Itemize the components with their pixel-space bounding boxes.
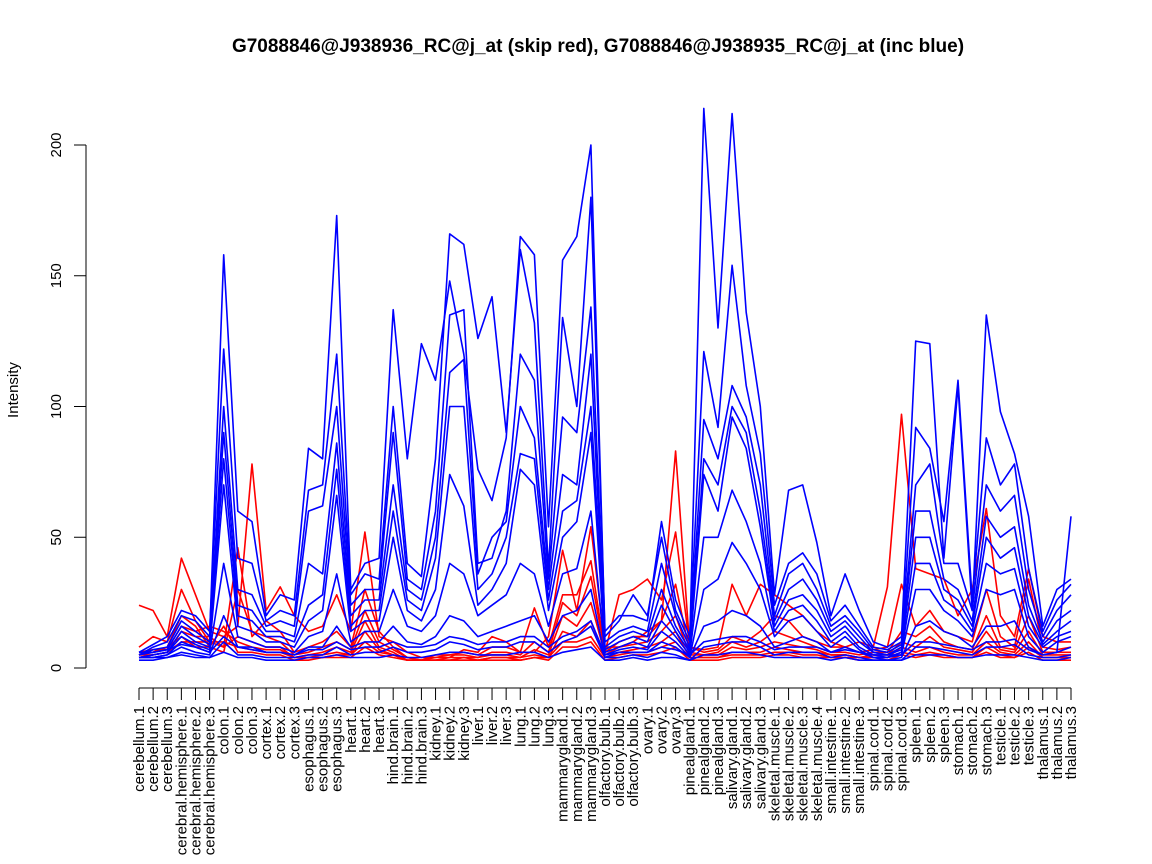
x-tick-label: thalamus.3 [1063, 706, 1080, 779]
x-tick-label: esophagus.1 [301, 706, 318, 792]
x-tick-label: skeletal.muscle.3 [795, 706, 812, 821]
x-tick-label: liver.3 [498, 706, 515, 745]
y-axis-label: Intensity [5, 362, 22, 418]
x-tick-label: mammarygland.1 [555, 706, 572, 822]
series-line-inc-16 [139, 625, 1072, 662]
x-tick-label: cerebral.hemisphere.1 [173, 706, 190, 855]
x-tick-label: heart.3 [371, 706, 388, 753]
x-tick-label: pinealgland.2 [696, 706, 713, 795]
x-tick-label: cortex.1 [258, 706, 275, 759]
x-axis: cerebellum.1cerebellum.2cerebellum.3cere… [131, 687, 1080, 855]
x-tick-label: thalamus.2 [1049, 706, 1066, 779]
x-tick-label: olfactory.bulb.1 [597, 706, 614, 807]
x-tick-label: testicle.3 [1021, 706, 1038, 765]
x-tick-label: skeletal.muscle.1 [767, 706, 784, 821]
x-tick-label: spleen.1 [908, 706, 925, 763]
x-tick-label: mammarygland.3 [583, 706, 600, 822]
series-line-inc-17 [139, 646, 1072, 662]
x-tick-label: liver.2 [484, 706, 501, 745]
y-tick-label: 100 [48, 394, 65, 419]
series-line-inc-9 [138, 196, 1072, 654]
x-tick-label: stomach.1 [950, 706, 967, 775]
x-tick-label: kidney.2 [442, 706, 459, 761]
x-tick-label: olfactory.bulb.2 [611, 706, 628, 807]
x-tick-label: cerebellum.1 [131, 706, 148, 792]
x-tick-label: spinal.cord.1 [865, 706, 882, 791]
x-tick-label: liver.1 [470, 706, 487, 745]
y-axis: 0 50 100 150 200 [48, 132, 87, 672]
x-tick-label: salivary.gland.2 [738, 706, 755, 809]
x-tick-label: esophagus.3 [329, 706, 346, 792]
x-tick-label: hind.brain.2 [399, 706, 416, 784]
x-tick-label: heart.1 [343, 706, 360, 753]
x-tick-label: lung.3 [541, 706, 558, 747]
series-line-inc-18 [139, 516, 1072, 656]
x-tick-label: olfactory.bulb.3 [625, 706, 642, 807]
x-tick-label: spinal.cord.3 [894, 706, 911, 791]
x-tick-label: thalamus.1 [1035, 706, 1052, 779]
x-tick-label: ovary.1 [639, 706, 656, 754]
x-tick-label: spleen.3 [936, 706, 953, 763]
x-tick-label: testicle.2 [1007, 706, 1024, 765]
x-tick-label: skeletal.muscle.2 [781, 706, 798, 821]
x-tick-label: pinealgland.3 [710, 706, 727, 795]
x-tick-label: kidney.1 [428, 706, 445, 761]
chart-title: G7088846@J938936_RC@j_at (skip red), G70… [232, 36, 964, 57]
x-tick-label: lung.2 [526, 706, 543, 747]
x-tick-label: cerebellum.2 [145, 706, 162, 792]
series-line-inc-8 [138, 107, 1072, 656]
x-tick-label: ovary.3 [668, 706, 685, 754]
x-tick-label: spinal.cord.2 [879, 706, 896, 791]
x-tick-label: cerebral.hemisphere.3 [202, 706, 219, 855]
y-tick-label: 50 [48, 529, 65, 546]
x-tick-label: colon.1 [216, 706, 233, 754]
x-tick-label: cortex.2 [272, 706, 289, 759]
plot-lines [138, 107, 1072, 662]
x-tick-label: esophagus.2 [315, 706, 332, 792]
y-tick-label: 0 [48, 664, 65, 672]
x-tick-label: skeletal.muscle.4 [809, 706, 826, 821]
x-tick-label: salivary.gland.1 [724, 706, 741, 809]
x-tick-label: cerebellum.3 [159, 706, 176, 792]
x-tick-label: small.intestine.3 [851, 706, 868, 814]
x-tick-label: lung.1 [512, 706, 529, 747]
x-tick-label: hind.brain.3 [413, 706, 430, 784]
x-tick-label: testicle.1 [992, 706, 1009, 765]
x-tick-label: cortex.3 [286, 706, 303, 759]
x-tick-label: small.intestine.2 [837, 706, 854, 814]
x-tick-label: stomach.2 [964, 706, 981, 775]
y-tick-label: 200 [48, 132, 65, 157]
x-tick-label: stomach.3 [978, 706, 995, 775]
x-tick-label: salivary.gland.3 [752, 706, 769, 809]
y-tick-label: 150 [48, 263, 65, 288]
x-tick-label: ovary.2 [654, 706, 671, 754]
x-tick-label: colon.2 [230, 706, 247, 754]
x-tick-label: mammarygland.2 [569, 706, 586, 822]
x-tick-label: kidney.3 [456, 706, 473, 761]
x-tick-label: cerebral.hemisphere.2 [188, 706, 205, 855]
x-tick-label: spleen.2 [922, 706, 939, 763]
x-tick-label: hind.brain.1 [385, 706, 402, 784]
x-tick-label: colon.3 [244, 706, 261, 754]
x-tick-label: heart.2 [357, 706, 374, 753]
x-tick-label: pinealgland.1 [682, 706, 699, 795]
x-tick-label: small.intestine.1 [823, 706, 840, 814]
